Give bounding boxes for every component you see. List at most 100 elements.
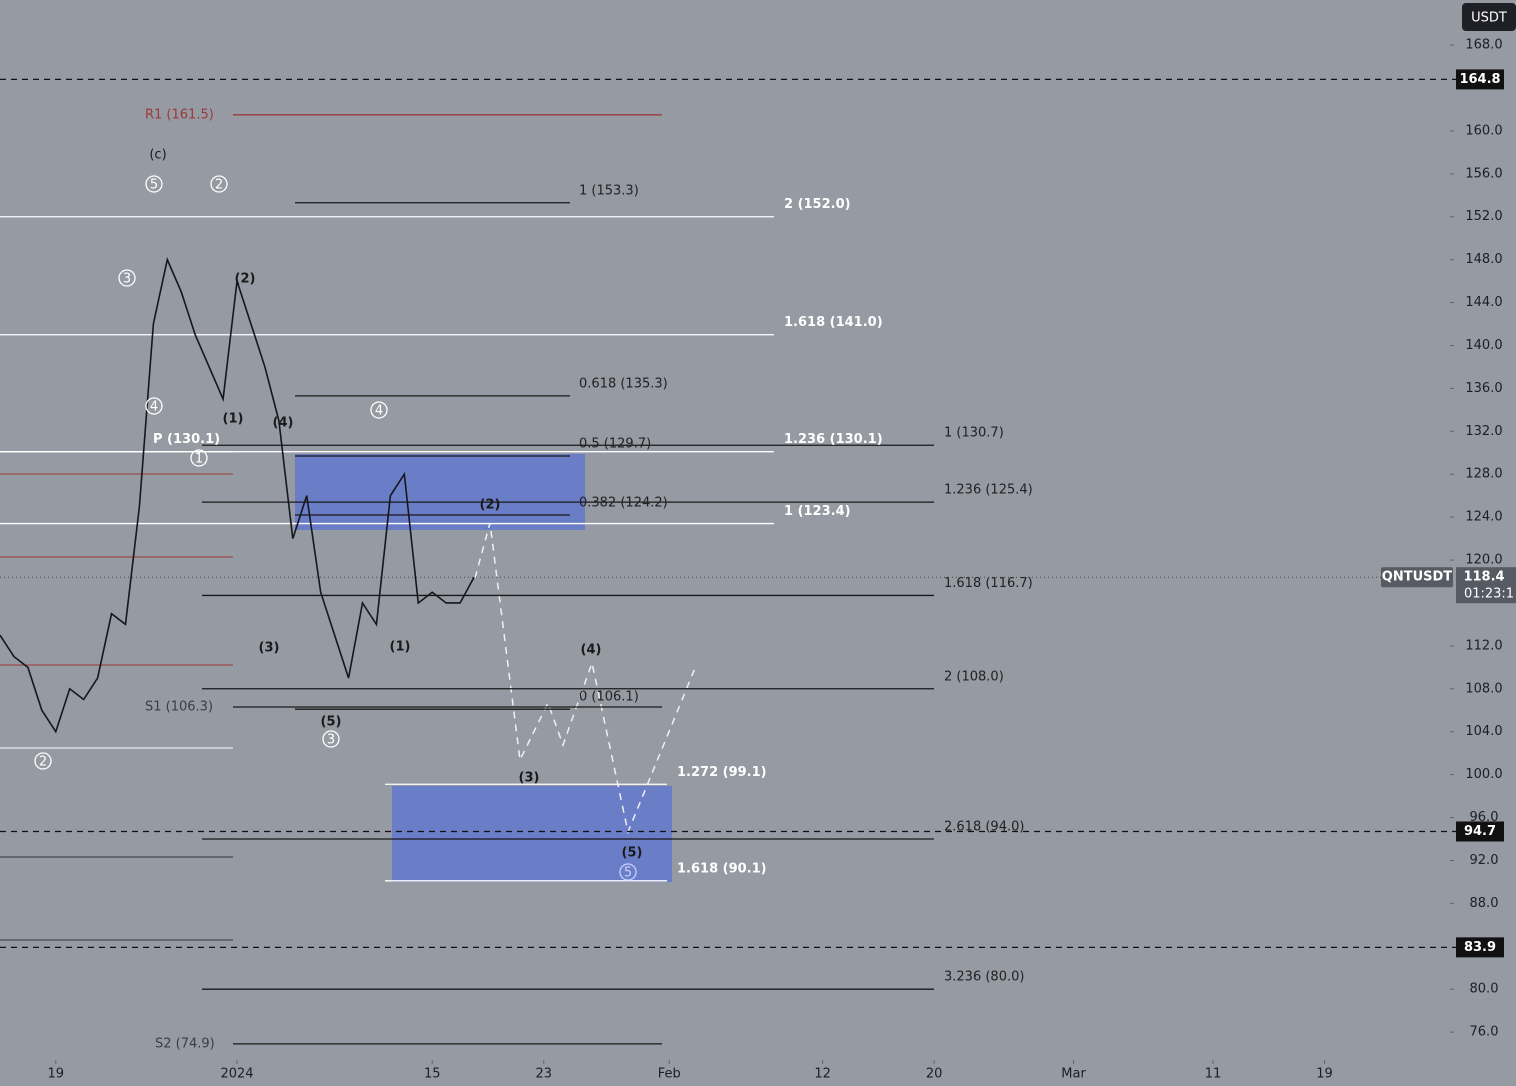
x-tick-label: 12 [814,1067,831,1082]
level-label: S1 (106.3) [145,700,213,715]
wave-circle [210,175,228,193]
level-label: P (130.1) [153,432,220,447]
level-label: 0.5 (129.7) [579,436,651,451]
wave-label: 5 [624,866,632,881]
y-tick-label: 76.0 [1470,1025,1499,1040]
x-tick-label: Feb [658,1067,681,1082]
y-tick-label: 148.0 [1465,252,1502,267]
level-label: 0.382 (124.2) [579,495,668,510]
x-tick-label: 2024 [220,1067,253,1082]
x-tick-label: 11 [1205,1067,1222,1082]
wave-circle [370,401,388,419]
price-badge [1456,69,1504,90]
projection-path [474,522,696,835]
level-label: 1.236 (125.4) [944,483,1033,498]
price-badge-label: 164.8 [1459,72,1500,87]
y-tick-label: 88.0 [1470,896,1499,911]
y-tick-label: 100.0 [1465,767,1502,782]
wave-circle [619,863,637,881]
level-label: 1 (130.7) [944,426,1004,441]
y-tick-label: 104.0 [1465,724,1502,739]
level-label: 2 (152.0) [784,197,851,212]
wave-label: 3 [327,733,335,748]
wave-label: (1) [223,412,244,427]
wave-circle [190,449,208,467]
wave-label: 4 [150,400,158,415]
wave-label: (4) [581,643,602,658]
level-label: 3.236 (80.0) [944,970,1024,985]
wave-label: (4) [273,416,294,431]
x-tick-label: 19 [47,1067,64,1082]
price-axis: USDT [1462,3,1516,31]
symbol-label: QNTUSDT [1382,570,1453,585]
y-tick-label: 136.0 [1465,381,1502,396]
level-label: 2 (108.0) [944,669,1004,684]
wave-label: (c) [149,148,166,163]
wave-label: 3 [123,272,131,287]
y-tick-label: 120.0 [1465,553,1502,568]
price-badge-label: 83.9 [1464,940,1496,955]
y-tick-label: 108.0 [1465,681,1502,696]
price-line [0,257,475,734]
symbol-badge [1381,567,1453,588]
level-label: 1.618 (90.1) [677,861,767,876]
wave-label: 5 [150,178,158,193]
countdown-label: 01:23:1 [1464,587,1514,602]
last-price-label: 118.4 [1463,570,1504,585]
y-tick-label: 112.0 [1465,638,1502,653]
y-tick-label: 156.0 [1465,166,1502,181]
wave-circle [145,397,163,415]
wave-label: 1 [195,452,203,467]
y-tick-label: 144.0 [1465,295,1502,310]
zone-box [392,786,672,882]
wave-label: (3) [259,641,280,656]
price-badge [1456,937,1504,958]
currency-label: USDT [1471,11,1507,26]
wave-circle [34,752,52,770]
wave-label: 2 [215,178,223,193]
x-tick-label: 19 [1316,1067,1333,1082]
wave-label: (2) [235,272,256,287]
level-label: 1.618 (141.0) [784,315,883,330]
level-label: 2.618 (94.0) [944,819,1024,834]
x-tick-label: 20 [926,1067,943,1082]
y-tick-label: 92.0 [1470,853,1499,868]
y-tick-label: 124.0 [1465,510,1502,525]
level-label: S2 (74.9) [155,1036,215,1051]
price-badge-label: 94.7 [1464,824,1496,839]
y-tick-label: 168.0 [1465,38,1502,53]
currency-badge [1462,3,1516,31]
zone-box [295,454,585,530]
wave-label: 2 [39,755,47,770]
wave-label: (1) [390,640,411,655]
y-tick-label: 160.0 [1465,123,1502,138]
level-label: 1.236 (130.1) [784,432,883,447]
y-tick-label: 132.0 [1465,424,1502,439]
level-label: 1.272 (99.1) [677,765,767,780]
wave-label: 4 [375,404,383,419]
level-label: 1.618 (116.7) [944,576,1033,591]
wave-label: (3) [519,771,540,786]
x-tick-label: 23 [535,1067,552,1082]
level-label: R1 (161.5) [145,107,214,122]
wave-circle [118,269,136,287]
wave-circle [322,730,340,748]
level-label: 0.618 (135.3) [579,376,668,391]
level-label: 1 (123.4) [784,504,851,519]
wave-label: (2) [480,498,501,513]
x-tick-label: 15 [424,1067,441,1082]
y-tick-label: 96.0 [1470,810,1499,825]
y-tick-label: 140.0 [1465,338,1502,353]
x-tick-label: Mar [1061,1067,1086,1082]
level-label: 1 (153.3) [579,183,639,198]
y-tick-label: 128.0 [1465,467,1502,482]
last-price-badge [1456,567,1516,604]
level-label: 0 (106.1) [579,690,639,705]
wave-circle [145,175,163,193]
wave-label: (5) [321,715,342,730]
y-tick-label: 152.0 [1465,209,1502,224]
price-badge [1456,821,1504,842]
y-tick-label: 80.0 [1470,982,1499,997]
